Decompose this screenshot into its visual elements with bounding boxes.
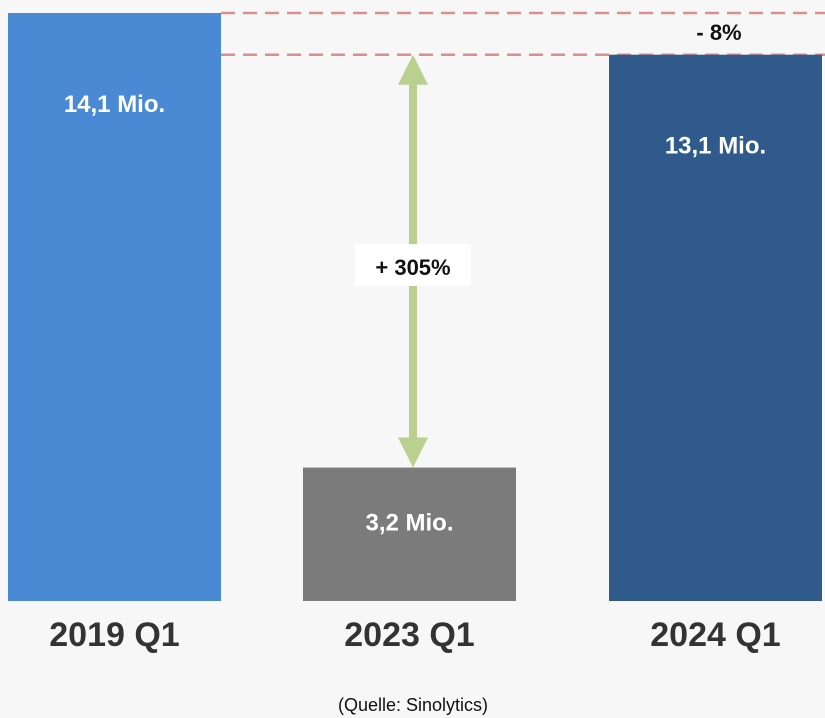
category-label: 2019 Q1 [49,616,179,654]
bar-2024-q1 [609,54,822,601]
decrease-annotation-label: - 8% [696,20,741,45]
category-label: 2023 Q1 [344,616,474,654]
increase-arrow [355,54,471,468]
arrow-head-up [398,54,428,85]
source-note: (Quelle: Sinolytics) [338,695,488,715]
labels-group: 14,1 Mio. 2019 Q1 3,2 Mio. 2023 Q1 13,1 Mio.… [49,91,780,654]
value-label: 14,1 Mio. [64,91,165,118]
value-label: 13,1 Mio. [665,133,766,160]
category-label: 2024 Q1 [650,616,780,654]
value-label: 3,2 Mio. [365,510,453,537]
bar-2023-q1 [303,467,516,601]
increase-label-box [355,244,471,286]
arrow-head-down [398,437,428,468]
dashed-reference-lines [221,11,825,56]
bar-2019-q1 [8,13,221,601]
bars-group [8,13,822,601]
decrease-label-box [683,17,755,47]
increase-annotation-label: + 305% [375,255,450,280]
